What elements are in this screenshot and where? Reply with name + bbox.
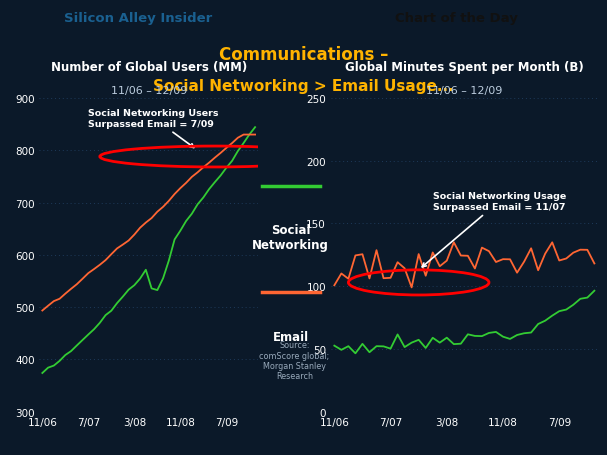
Text: Social Networking Users
Surpassed Email = 7/09: Social Networking Users Surpassed Email …	[89, 109, 219, 148]
Text: Social Networking Usage
Surpassed Email = 11/07: Social Networking Usage Surpassed Email …	[422, 192, 566, 267]
Text: Number of Global Users (MM): Number of Global Users (MM)	[50, 61, 247, 74]
Text: 11/06 – 12/09: 11/06 – 12/09	[426, 86, 503, 96]
Text: Social Networking > Email Usage...: Social Networking > Email Usage...	[153, 79, 454, 94]
Text: Source:
comScore global;
Morgan Stanley
Research: Source: comScore global; Morgan Stanley …	[259, 340, 330, 380]
Text: Chart of the Day: Chart of the Day	[395, 12, 517, 25]
Text: Communications –: Communications –	[219, 46, 388, 64]
Text: Email: Email	[273, 330, 309, 344]
Text: Silicon Alley Insider: Silicon Alley Insider	[64, 12, 212, 25]
Text: Global Minutes Spent per Month (B): Global Minutes Spent per Month (B)	[345, 61, 584, 74]
Text: Social
Networking: Social Networking	[253, 224, 329, 252]
Text: 11/06 – 12/09: 11/06 – 12/09	[110, 86, 187, 96]
